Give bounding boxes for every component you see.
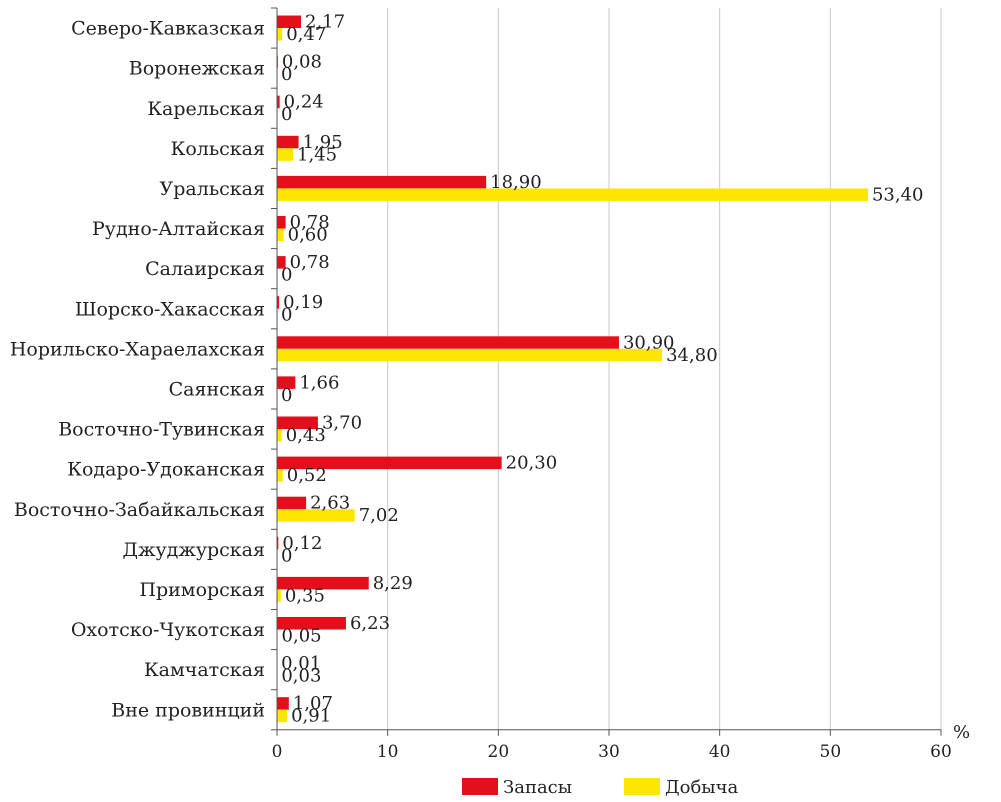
bar-reserves bbox=[277, 135, 299, 149]
category-label: Джуджурская bbox=[123, 539, 265, 561]
data-label: 0,24 bbox=[284, 92, 324, 113]
bar-reserves bbox=[277, 256, 286, 269]
bar-production bbox=[277, 28, 283, 41]
category-label: Уральская bbox=[160, 178, 265, 200]
data-label: 1,45 bbox=[297, 144, 337, 165]
bar-production bbox=[277, 589, 281, 602]
bar-production bbox=[277, 509, 355, 522]
data-label: 1,95 bbox=[303, 132, 343, 153]
bar-reserves bbox=[277, 376, 296, 389]
bar-production bbox=[277, 469, 283, 482]
category-label: Восточно-Забайкальская bbox=[14, 499, 265, 521]
category-label: Приморская bbox=[139, 579, 265, 601]
data-label: 7,02 bbox=[359, 505, 399, 526]
data-label: 30,90 bbox=[623, 332, 675, 353]
x-axis: 0 10 20 30 40 50 60% bbox=[271, 7, 970, 762]
data-label: 0,19 bbox=[283, 292, 323, 313]
data-label: 0,03 bbox=[281, 666, 321, 687]
data-label: 0,35 bbox=[285, 585, 325, 606]
data-label: 3,70 bbox=[322, 413, 362, 434]
value-labels: 2,17 0,08 0,24 1,95 18,90 0,78 0,78 0,19 30,90 1,… bbox=[281, 12, 923, 727]
category-label: Камчатская bbox=[144, 659, 265, 681]
x-tick-label: 20 bbox=[488, 742, 510, 762]
bar-reserves bbox=[277, 95, 280, 109]
data-label: 0,05 bbox=[282, 626, 322, 647]
data-label: 0,08 bbox=[282, 52, 322, 73]
data-label: 18,90 bbox=[490, 172, 542, 193]
data-label: 2,17 bbox=[305, 12, 345, 33]
bar-reserves bbox=[277, 15, 302, 28]
x-tick-label: 50 bbox=[820, 742, 842, 762]
bar-production bbox=[277, 429, 282, 442]
category-label: Кольская bbox=[171, 138, 265, 160]
grid-lines bbox=[387, 8, 942, 730]
bar-reserves bbox=[277, 536, 279, 550]
x-tick-label: 60 bbox=[930, 742, 952, 762]
x-tick-label: 0 bbox=[272, 742, 283, 762]
legend: Запасы Добыча bbox=[462, 777, 739, 798]
data-label: 0 bbox=[281, 545, 292, 566]
data-label: 34,80 bbox=[666, 345, 718, 366]
data-label: 53,40 bbox=[872, 184, 924, 205]
category-label: Шорско-Хакасская bbox=[75, 298, 265, 320]
data-label: 0 bbox=[281, 305, 292, 326]
category-label: Карельская bbox=[147, 98, 265, 120]
category-label: Салаирская bbox=[145, 258, 265, 280]
bar-production bbox=[277, 709, 288, 723]
data-label: 8,29 bbox=[373, 573, 413, 594]
data-label: 0,60 bbox=[288, 225, 328, 246]
bar-reserves bbox=[277, 456, 502, 470]
data-label: 0,78 bbox=[290, 252, 330, 273]
data-label: 0 bbox=[281, 104, 292, 125]
legend-swatch bbox=[462, 778, 498, 795]
category-label: Охотско-Чукотская bbox=[71, 619, 265, 641]
data-label: 0 bbox=[281, 385, 292, 406]
bar-production bbox=[277, 228, 284, 241]
x-tick-label: 30 bbox=[598, 742, 620, 762]
bar-reserves bbox=[277, 496, 307, 510]
bar-production bbox=[277, 348, 663, 362]
data-label: 6,23 bbox=[350, 613, 390, 634]
data-label: 0,52 bbox=[287, 465, 327, 486]
bar-production bbox=[277, 188, 868, 201]
data-label: 0,91 bbox=[291, 706, 331, 727]
data-label: 1,07 bbox=[293, 693, 333, 714]
category-label: Саянская bbox=[169, 378, 265, 400]
category-label: Кодаро-Удоканская bbox=[67, 459, 265, 481]
category-label: Северо-Кавказская bbox=[71, 18, 265, 40]
bar-reserves bbox=[277, 617, 346, 630]
category-label: Норильско-Хараелахская bbox=[10, 338, 265, 360]
bar-reserves bbox=[277, 576, 369, 590]
bar-reserves bbox=[277, 175, 487, 189]
bar-reserves bbox=[277, 336, 619, 349]
bar-reserves bbox=[277, 697, 289, 710]
category-label: Воронежская bbox=[129, 58, 265, 80]
x-unit-label: % bbox=[953, 722, 970, 743]
category-labels: Северо-Кавказская Воронежская Карельская Ко… bbox=[10, 18, 265, 722]
data-label: 0 bbox=[281, 64, 292, 85]
data-label: 0 bbox=[281, 265, 292, 286]
data-label: 0,01 bbox=[281, 653, 321, 674]
bar-reserves bbox=[277, 216, 286, 229]
x-tick-label: 10 bbox=[377, 742, 399, 762]
data-label: 20,30 bbox=[506, 453, 558, 474]
legend-swatch bbox=[624, 778, 660, 795]
bar-production bbox=[277, 148, 294, 161]
data-label: 0,43 bbox=[286, 425, 326, 446]
data-label: 0,78 bbox=[290, 212, 330, 233]
data-label: 2,63 bbox=[310, 493, 350, 514]
category-label: Вне провинций bbox=[111, 699, 265, 721]
category-label: Восточно-Тувинская bbox=[58, 419, 265, 441]
legend-label: Добыча bbox=[665, 777, 739, 798]
bar-reserves bbox=[277, 416, 318, 429]
bars bbox=[277, 15, 868, 723]
data-label: 1,66 bbox=[299, 372, 339, 393]
bar-reserves bbox=[277, 296, 280, 309]
category-label: Рудно-Алтайская bbox=[92, 218, 265, 240]
data-label: 0,12 bbox=[282, 533, 322, 554]
x-tick-label: 40 bbox=[709, 742, 731, 762]
legend-label: Запасы bbox=[503, 777, 572, 798]
data-label: 0,47 bbox=[286, 24, 326, 45]
